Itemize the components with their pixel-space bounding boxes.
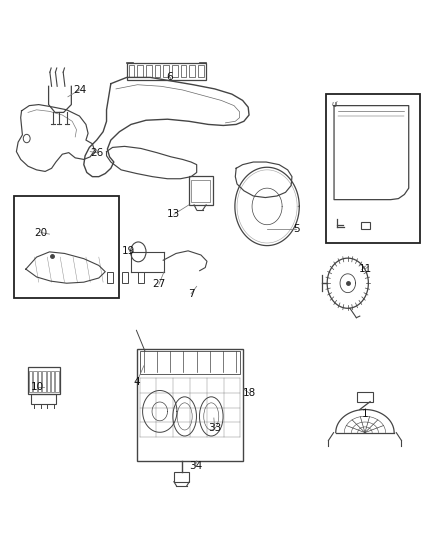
Text: 13: 13: [167, 209, 180, 219]
Bar: [33, 371, 37, 392]
Bar: [360, 222, 370, 229]
Bar: [357, 392, 373, 402]
Bar: [140, 351, 240, 374]
Bar: [14, 196, 119, 298]
Bar: [174, 472, 189, 482]
Text: 24: 24: [73, 85, 86, 95]
Bar: [46, 371, 50, 392]
Text: 5: 5: [293, 224, 300, 234]
Bar: [38, 371, 41, 392]
Text: 19: 19: [122, 246, 135, 256]
Bar: [138, 349, 243, 461]
Text: 11: 11: [358, 264, 371, 274]
Bar: [146, 65, 152, 77]
Bar: [138, 65, 143, 77]
Bar: [32, 394, 57, 404]
Bar: [191, 180, 210, 202]
Text: 34: 34: [189, 461, 202, 471]
Bar: [107, 272, 113, 283]
Bar: [189, 65, 195, 77]
Bar: [155, 65, 160, 77]
Text: uj: uj: [332, 101, 338, 107]
Text: 26: 26: [90, 148, 103, 158]
Text: 7: 7: [188, 289, 194, 298]
Text: 18: 18: [242, 388, 256, 398]
Bar: [198, 65, 204, 77]
Text: 27: 27: [152, 279, 166, 289]
Text: 10: 10: [31, 382, 44, 392]
Bar: [123, 272, 128, 283]
Bar: [29, 371, 32, 392]
Bar: [42, 371, 46, 392]
Bar: [28, 367, 60, 394]
Text: 6: 6: [166, 72, 173, 83]
Text: 4: 4: [133, 377, 140, 387]
Bar: [181, 65, 186, 77]
Bar: [189, 176, 212, 205]
Bar: [129, 65, 134, 77]
Bar: [127, 63, 206, 79]
Bar: [56, 371, 59, 392]
Bar: [163, 65, 169, 77]
Text: 1: 1: [362, 409, 368, 419]
Bar: [172, 65, 178, 77]
Text: 20: 20: [34, 228, 47, 238]
Bar: [326, 94, 420, 243]
Bar: [138, 272, 144, 283]
Text: 33: 33: [208, 423, 221, 433]
Bar: [51, 371, 54, 392]
